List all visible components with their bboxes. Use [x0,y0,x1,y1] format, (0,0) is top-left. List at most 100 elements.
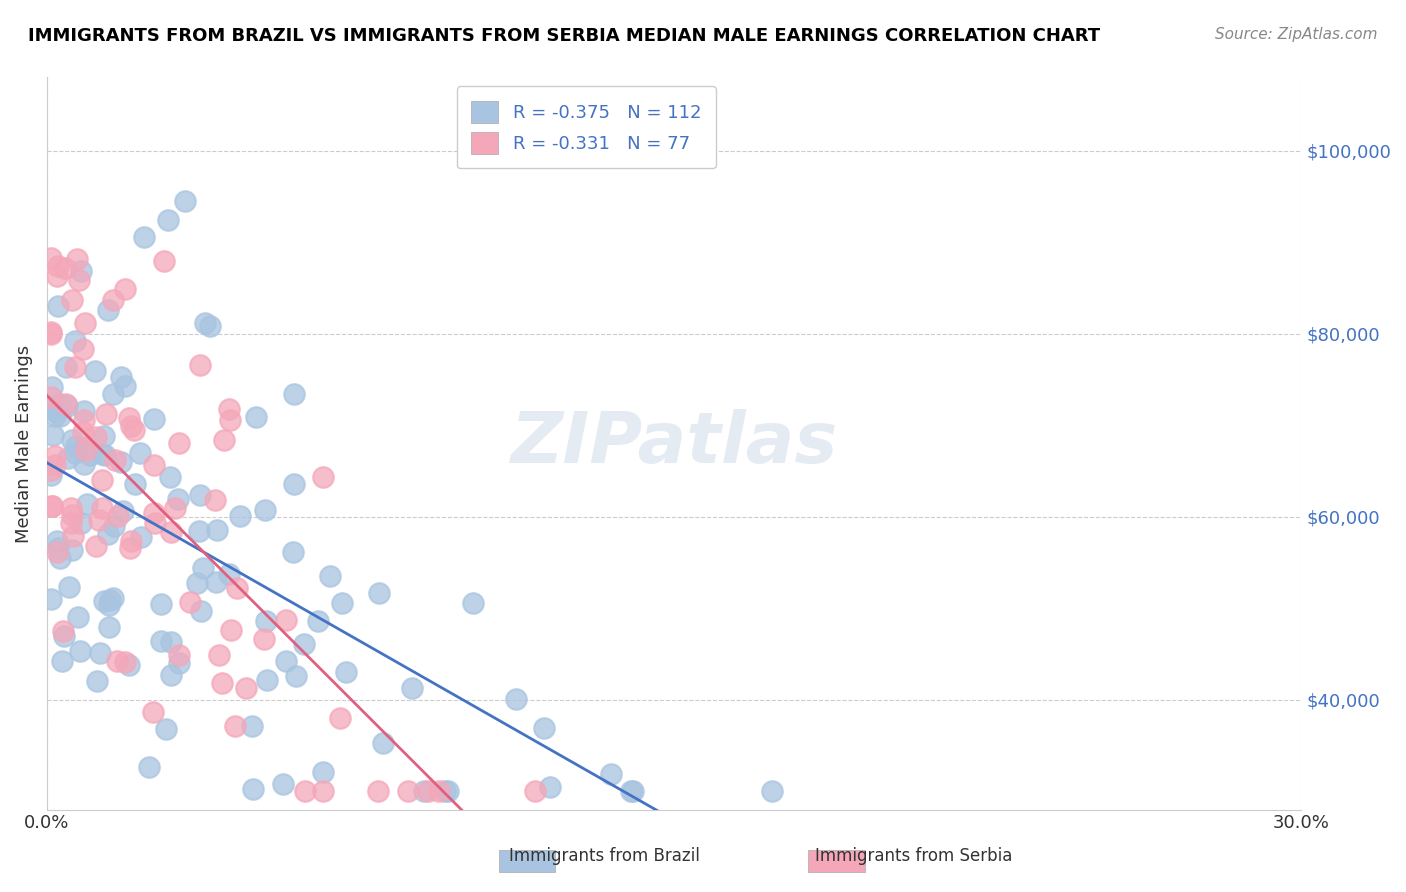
Point [253,632,276,647]
Point [98,593,121,607]
Point [173,194,195,208]
Point [330,596,353,610]
Point [159,525,181,540]
Point [114,282,136,296]
Point [44,450,66,464]
Point [39,401,62,416]
Point [533,721,555,735]
Point [41,500,63,514]
Point [46,269,69,284]
Point [73,404,96,418]
Point [418,784,440,798]
Point [112,504,135,518]
Point [120,541,142,555]
Point [245,410,267,425]
Point [101,293,124,308]
Point [114,655,136,669]
Point [225,582,247,596]
Point [46,541,69,556]
Point [44,458,66,473]
Point [142,458,165,472]
Point [39,325,62,339]
Point [283,545,305,559]
Point [198,318,221,333]
Point [368,586,391,600]
Point [167,648,190,662]
Point [167,656,190,670]
Point [98,620,121,634]
Point [143,506,166,520]
Point [41,380,63,394]
Point [211,676,233,690]
Point [97,527,120,541]
Text: IMMIGRANTS FROM BRAZIL VS IMMIGRANTS FROM SERBIA MEDIAN MALE EARNINGS CORRELATIO: IMMIGRANTS FROM BRAZIL VS IMMIGRANTS FRO… [28,27,1101,45]
Point [41,327,63,342]
Point [401,681,423,695]
Point [110,455,132,469]
Point [75,442,97,457]
Point [52,624,75,638]
Point [285,669,308,683]
Point [60,508,83,522]
Point [49,551,72,566]
Point [228,508,250,523]
Point [463,596,485,610]
Point [312,470,335,484]
Point [292,637,315,651]
Point [65,446,87,460]
Point [97,303,120,318]
Point [505,691,527,706]
Point [276,654,298,668]
Point [73,413,96,427]
Point [114,379,136,393]
Point [96,407,118,421]
Point [58,451,80,466]
Point [46,545,69,559]
Point [58,580,80,594]
Point [86,430,108,444]
Point [194,316,217,330]
Point [434,784,457,798]
Point [101,386,124,401]
Point [76,497,98,511]
Text: Immigrants from Serbia: Immigrants from Serbia [815,847,1012,865]
Point [91,473,114,487]
Point [39,468,62,483]
Point [205,575,228,590]
Point [60,543,83,558]
Point [42,428,65,442]
Point [367,784,389,798]
Point [412,784,434,798]
Point [65,334,87,348]
Point [55,359,77,374]
Point [166,492,188,507]
Point [91,501,114,516]
Point [89,646,111,660]
Point [72,441,94,455]
Point [132,230,155,244]
Point [329,711,352,725]
Point [256,673,278,687]
Point [69,643,91,657]
Point [242,781,264,796]
Point [224,719,246,733]
Point [41,499,63,513]
Point [65,439,87,453]
Point [138,760,160,774]
Point [307,615,329,629]
Point [186,576,208,591]
Point [60,434,83,448]
Legend: R = -0.375   N = 112, R = -0.331   N = 77: R = -0.375 N = 112, R = -0.331 N = 77 [457,87,716,169]
Point [69,516,91,531]
Point [118,658,141,673]
Point [105,654,128,668]
Point [110,370,132,384]
Point [193,561,215,575]
Point [83,363,105,377]
Point [120,418,142,433]
Point [39,592,62,607]
Point [73,316,96,330]
Text: Immigrants from Brazil: Immigrants from Brazil [509,847,700,865]
Point [129,446,152,460]
Point [188,488,211,502]
